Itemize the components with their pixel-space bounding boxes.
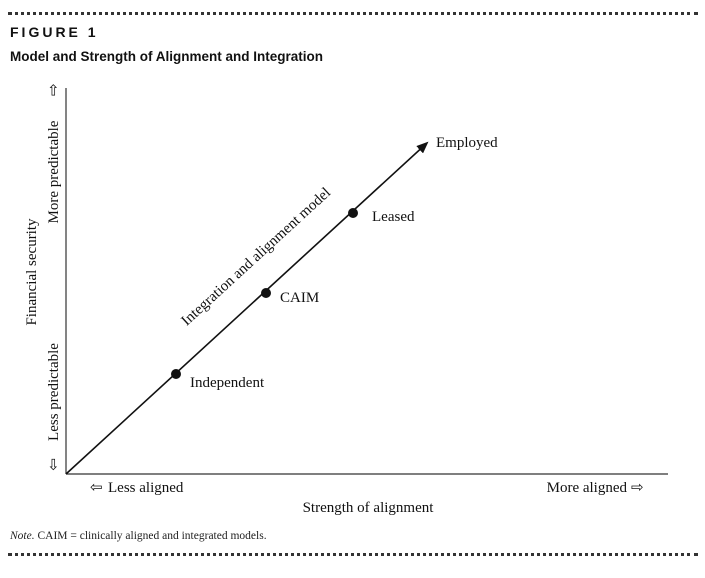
x-axis-high-label: More aligned [547, 480, 628, 496]
figure-title: Model and Strength of Alignment and Inte… [10, 49, 323, 64]
x-axis-low-arrow-icon: ⇦ [90, 480, 103, 496]
x-axis-title: Strength of alignment [303, 500, 435, 516]
x-axis-high-arrow-icon: ⇨ [631, 480, 644, 496]
label-independent: Independent [190, 375, 265, 391]
y-axis-low-arrow-icon: ⇦ [46, 458, 62, 471]
bottom-rule [8, 553, 698, 556]
y-axis-high-arrow-icon: ⇨ [46, 83, 62, 96]
x-axis-low-label: Less aligned [108, 480, 184, 496]
figure-number: FIGURE 1 [10, 24, 99, 40]
note-prefix: Note. [10, 530, 35, 542]
y-axis-low-label: Less predictable [46, 343, 62, 441]
y-axis-high-label: More predictable [46, 120, 62, 223]
figure-note: Note. CAIM = clinically aligned and inte… [10, 530, 267, 542]
top-rule [8, 12, 698, 15]
y-axis-title: Financial security [24, 218, 40, 326]
label-employed: Employed [436, 135, 498, 151]
point-independent [171, 369, 181, 379]
arrow-label: Integration and alignment model [179, 185, 334, 329]
label-leased: Leased [372, 209, 415, 225]
note-text: CAIM = clinically aligned and integrated… [37, 530, 267, 542]
point-caim [261, 288, 271, 298]
label-caim: CAIM [280, 290, 319, 306]
point-leased [348, 208, 358, 218]
integration-arrow [65, 141, 429, 475]
